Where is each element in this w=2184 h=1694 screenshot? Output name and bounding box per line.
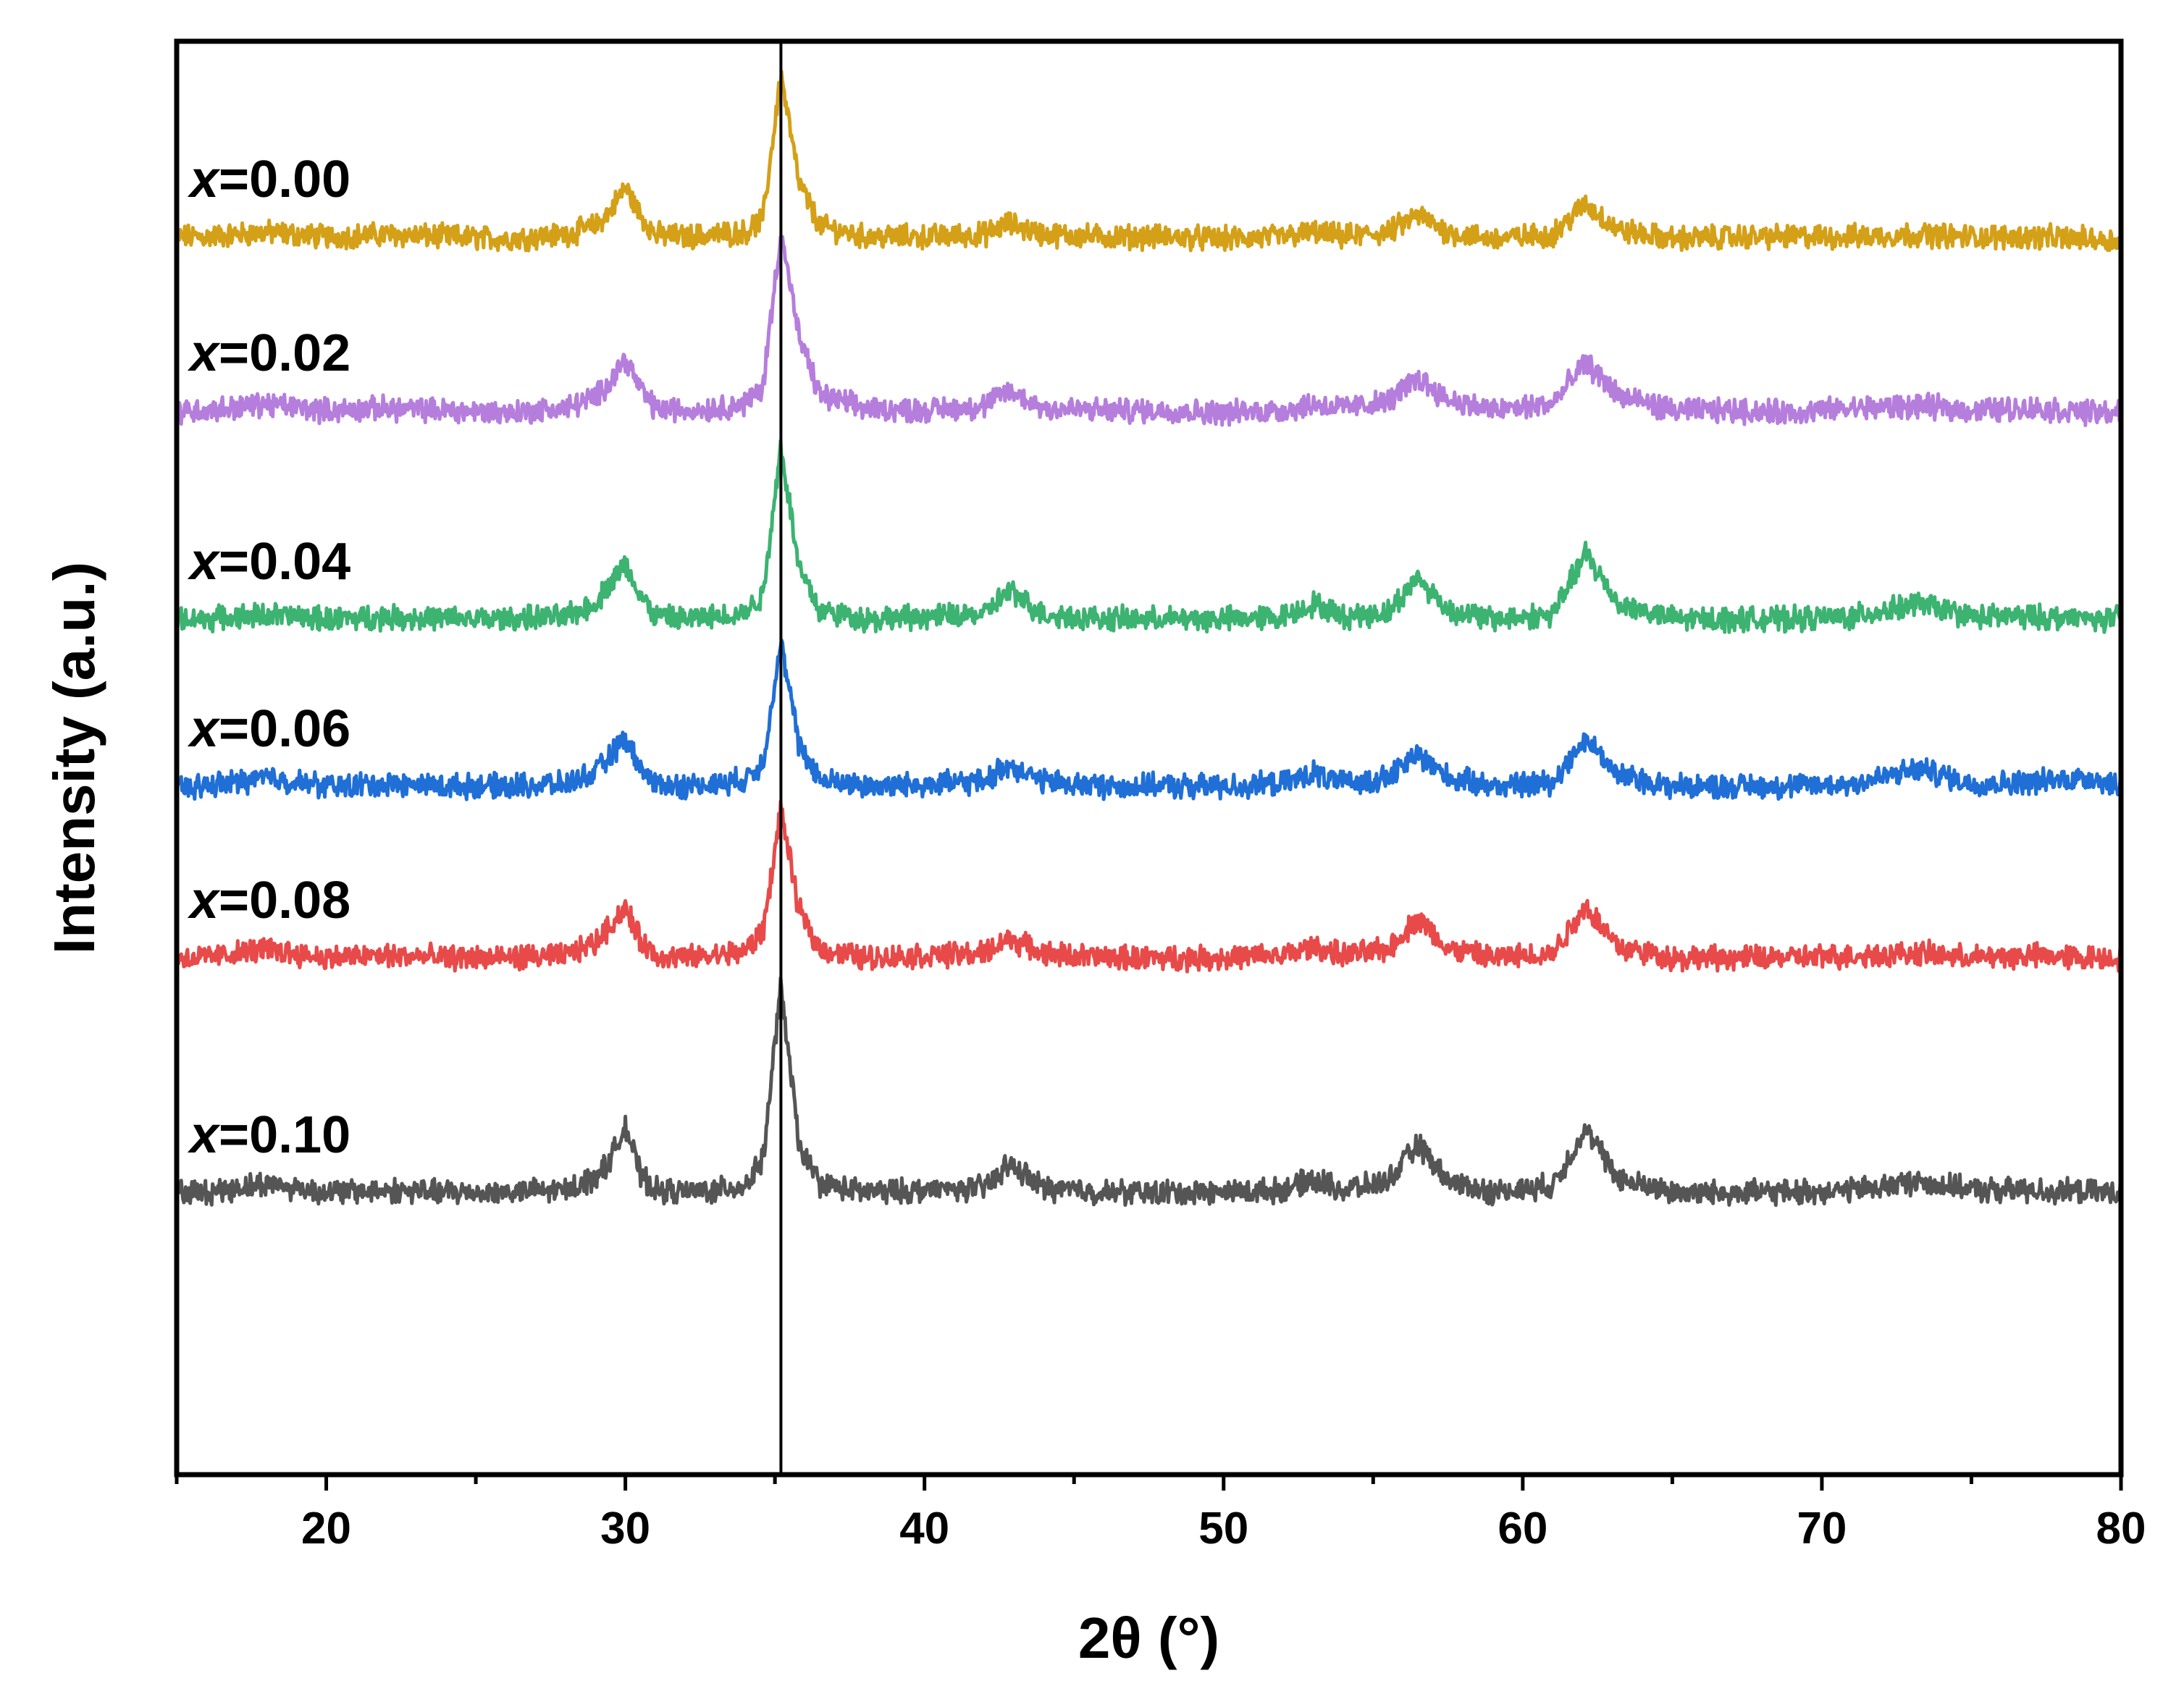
- series-line: [175, 638, 2122, 801]
- x-tick-label: 80: [2096, 1504, 2146, 1554]
- series-line: [175, 234, 2122, 427]
- series-label-var: x: [187, 533, 221, 591]
- series-label-var: x: [187, 1106, 221, 1164]
- series-0-00: [175, 69, 2122, 253]
- series-label-value: =0.00: [219, 151, 350, 208]
- y-axis-title: Intensity (a.u.): [42, 562, 106, 954]
- series-label-value: =0.02: [219, 324, 350, 382]
- series-label-var: x: [187, 700, 221, 758]
- series-label: x=0.04: [187, 533, 350, 591]
- series-label-var: x: [187, 151, 221, 208]
- x-tick-label: 70: [1797, 1504, 1847, 1554]
- series-label: x=0.08: [187, 872, 350, 930]
- series-0-06: [175, 638, 2122, 801]
- series-label-value: =0.04: [219, 533, 350, 591]
- series-line: [175, 976, 2122, 1208]
- x-tick-label: 40: [899, 1504, 949, 1554]
- series-label: x=0.10: [187, 1106, 350, 1164]
- x-tick-label: 60: [1498, 1504, 1547, 1554]
- series-label-value: =0.10: [219, 1106, 350, 1164]
- x-tick-label: 30: [600, 1504, 650, 1554]
- series-layer: [175, 69, 2122, 1208]
- series-label-value: =0.06: [219, 700, 350, 758]
- series-label: x=0.06: [187, 700, 350, 758]
- series-0-04: [175, 439, 2122, 634]
- x-tick-label: 50: [1198, 1504, 1248, 1554]
- x-axis-ticks: 20 30 40 50 60 70 80: [175, 1475, 2146, 1554]
- plot-frame: [174, 38, 2124, 1478]
- series-label-value: =0.08: [219, 872, 350, 930]
- series-label-var: x: [187, 324, 221, 382]
- x-tick-label: 20: [301, 1504, 351, 1554]
- series-label: x=0.02: [187, 324, 350, 382]
- x-axis-title: 2θ (°): [1078, 1606, 1219, 1670]
- series-line: [175, 69, 2122, 253]
- series-line: [175, 439, 2122, 634]
- series-label-var: x: [187, 872, 221, 930]
- series-label: x=0.00: [187, 151, 350, 208]
- series-labels: x=0.00x=0.02x=0.04x=0.06x=0.08x=0.10: [187, 151, 350, 1164]
- series-line: [175, 799, 2122, 974]
- series-0-10: [175, 976, 2122, 1208]
- series-0-08: [175, 799, 2122, 974]
- series-0-02: [175, 234, 2122, 427]
